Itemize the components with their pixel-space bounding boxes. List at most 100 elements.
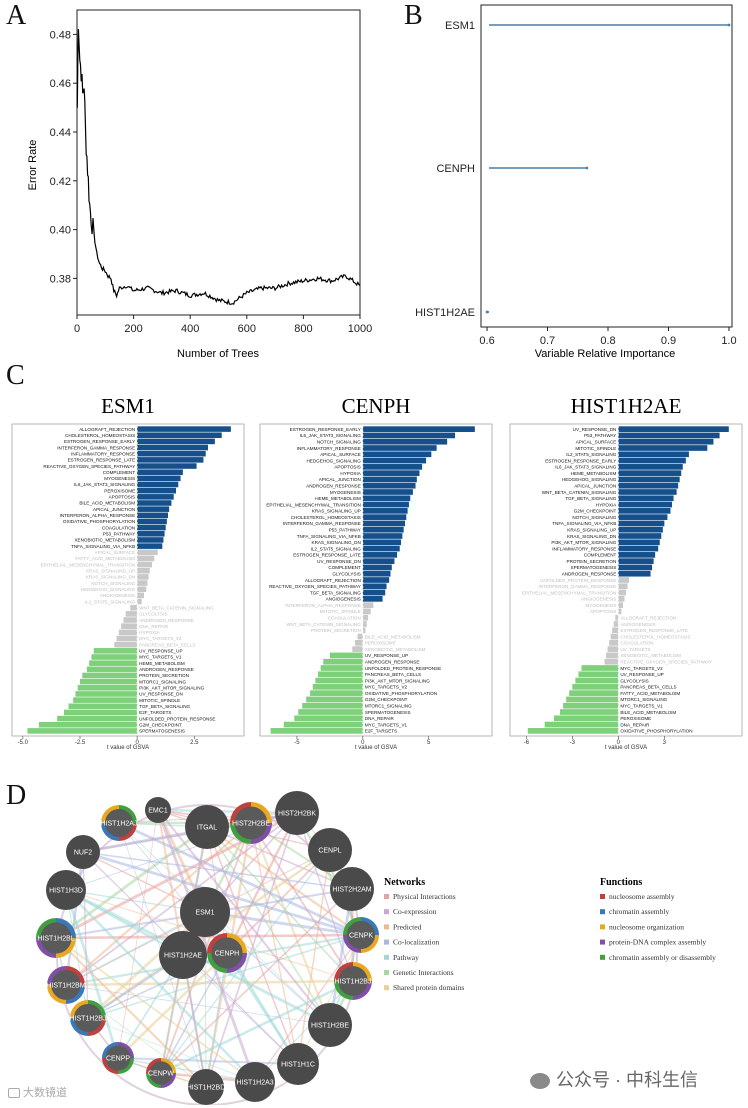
x-tick-label: 0.7 [540,335,555,347]
legend-label: nucleosome organization [609,922,684,931]
pathway-label: BILE_ACID_METABOLISM [365,634,421,639]
gsva-bar [362,432,456,439]
pathway-label: ESTROGEN_RESPONSE_LATE [68,458,136,463]
pathway-label: IL2_STAT5_SIGNALING [566,452,617,457]
pathway-label: PANCREAS_BETA_CELLS [365,672,421,677]
gene-node-label: HIST1H2BM [46,983,85,990]
gsva-bar [618,489,677,495]
pathway-label: HYPOXIA [139,630,160,635]
gsva-bar [362,526,404,533]
legend-swatch [384,894,389,899]
chart-title: HIST1H2AE [571,394,682,418]
gsva-bar [575,677,619,684]
gsva-bar [294,715,363,722]
network-edge [65,822,252,986]
legend-label: chromatin assembly or disassembly [609,953,716,962]
node-core [105,1045,131,1071]
pathway-label: XENOBIOTIC_METABOLISM [365,647,426,652]
network-edge [157,808,298,815]
network-edge [55,937,207,1088]
gsva-bar [527,728,619,734]
network-edge [250,822,331,1026]
importance-point [727,23,731,27]
x-tick-label: 0.8 [600,335,615,347]
network-edge [254,934,362,1083]
gsva-bar [137,524,166,531]
pathway-label: HEDGEHOG_SIGNALING [306,458,361,463]
gsva-bar [362,445,437,451]
network-edge [117,809,159,1059]
gsva-bar [362,614,369,621]
gsva-bar [64,709,138,716]
pathway-label: KRAS_SIGNALING_DN [86,575,135,580]
pathway-label: COMPLEMENT [103,470,136,475]
gsva-bar [362,482,416,489]
error-rate-chart: 0.38 0.40 0.42 0.44 0.46 0.48 0 200 400 600 800 10… [27,9,372,360]
gsva-bar [544,721,619,728]
gsva-bar [121,623,138,629]
legend-swatch [384,970,389,975]
network-edge [117,952,228,1059]
gsva-bar [362,533,403,539]
gene-node [180,887,230,937]
gene-node [308,828,352,872]
gene-node-label: HIST1H1C [281,1062,315,1069]
gsva-bar [618,445,708,451]
pathway-label: MITOTIC_SPINDLE [320,609,361,614]
pathway-label: MYC_TARGETS_V1 [139,655,182,660]
pathway-label: ESTROGEN_RESPONSE_EARLY [64,439,135,444]
gsva-bar [137,518,167,525]
pathway-label: MYC_TARGETS_V1 [365,722,408,727]
pathway-label: INTERFERON_ALPHA_RESPONSE [285,603,361,608]
gene-node [330,867,374,911]
pathway-label: PI3K_AKT_MTOR_SIGNALING [551,540,616,545]
node-core [40,922,72,954]
watermark-right: 公众号 · 中科生信 [530,1066,698,1092]
network-edge [82,851,89,1019]
pathway-label: WNT_BETA_CATENIN_SIGNALING [542,490,617,495]
pathway-label: HEME_METABOLISM [571,471,617,476]
pathway-label: OXIDATIVE_PHOSPHORYLATION [365,691,437,696]
gene-node-label: EMC1 [148,808,168,815]
pathway-label: TGF_BETA_SIGNALING [310,590,361,595]
gene-network: ESM1 ITGAL HIST2H2BE HIST2H2BK CENPL HIST2H2A… [36,791,716,1105]
gsva-bar [362,596,383,602]
gsva-bar [137,574,149,580]
x-tick-label: -3 [570,740,576,746]
pathway-label: HEDGEHOG_SIGNALING [81,587,136,592]
gene-node-label: CENPP [106,1056,130,1063]
network-edge [117,1057,256,1083]
gene-node [66,835,100,869]
gsva-bar [82,672,138,679]
gsva-bar [618,608,622,615]
pathway-label: TNFA_SIGNALING_VIA_NFKB [552,521,616,526]
pathway-label: NOTCH_SIGNALING [572,515,616,520]
pathway-label: IL6_JAK_STAT3_SIGNALING [74,482,136,487]
pathway-label: INFLAMMATORY_RESPONSE [297,446,361,451]
pathway-label: OXIDATIVE_PHOSPHORYLATION [63,519,135,524]
pathway-label: ANGIOGENESIS [581,597,616,602]
gsva-bar [137,561,152,568]
gene-node-label: ITGAL [197,825,217,832]
gene-node-label: CENPL [318,848,341,855]
x-axis-label: Variable Relative Importance [535,348,675,360]
pathway-label: MITOTIC_SPINDLE [139,698,180,703]
gsva-bar [618,476,680,483]
gsva-bar [137,432,222,439]
gsva-bar [329,652,363,659]
x-tick-label: 800 [294,323,312,335]
gsva-bar [57,715,138,722]
gsva-bar [137,598,142,605]
network-edge [182,954,299,1065]
x-tick-label: 2.5 [190,740,199,746]
legend-swatch [384,985,389,991]
gsva-bar [362,608,371,615]
legend-swatch [384,924,389,930]
gsva-bar [581,665,619,671]
pathway-label: GLYCOLYSIS [332,571,360,576]
x-axis-label: t value of GSVA [355,745,397,751]
gene-node-label: HIST1H2BJ [335,979,372,986]
pathway-label: ESTROGEN_RESPONSE_LATE [620,628,688,633]
gsva-bar [618,577,630,583]
panel-letter-a: A [6,0,27,31]
